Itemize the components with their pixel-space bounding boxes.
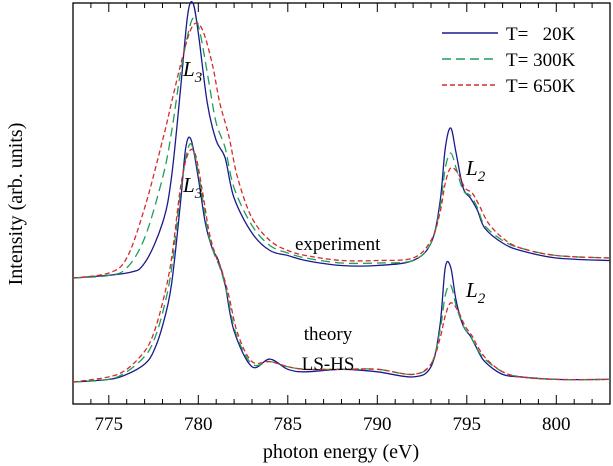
l3-label-theory: L3	[182, 173, 202, 202]
y-axis-label: Intensity (arb. units)	[5, 123, 27, 286]
l2-label-experiment: L2	[465, 156, 486, 185]
x-tick-label: 795	[453, 414, 482, 435]
experiment-curve-650K	[72, 22, 611, 279]
theory-curve-20K	[72, 136, 611, 383]
x-tick-label: 785	[274, 414, 303, 435]
x-tick-label: 790	[363, 414, 392, 435]
experiment-label: experiment	[295, 234, 381, 255]
x-tick-label: 800	[542, 414, 571, 435]
curves	[72, 1, 611, 383]
x-axis-label: photon energy (eV)	[263, 441, 419, 463]
theory-curve-650K	[72, 148, 611, 383]
legend-label-650k: T= 650K	[506, 76, 576, 97]
x-ticks: 775 780 785 790 795 800	[72, 3, 611, 435]
legend-label-300k: T= 300K	[506, 50, 576, 71]
legend: T= 20K T= 300K T= 650K	[442, 24, 576, 97]
legend-label-20k: T= 20K	[506, 24, 576, 45]
l3-label-experiment: L3	[182, 57, 202, 86]
theory-label: theory	[304, 324, 353, 345]
x-tick-label: 775	[95, 414, 124, 435]
experiment-curve-20K	[72, 1, 611, 279]
ls-hs-label: LS-HS	[302, 354, 355, 375]
l2-label-theory: L2	[465, 278, 486, 307]
experiment-curve-300K	[72, 17, 611, 279]
x-tick-label: 780	[184, 414, 213, 435]
